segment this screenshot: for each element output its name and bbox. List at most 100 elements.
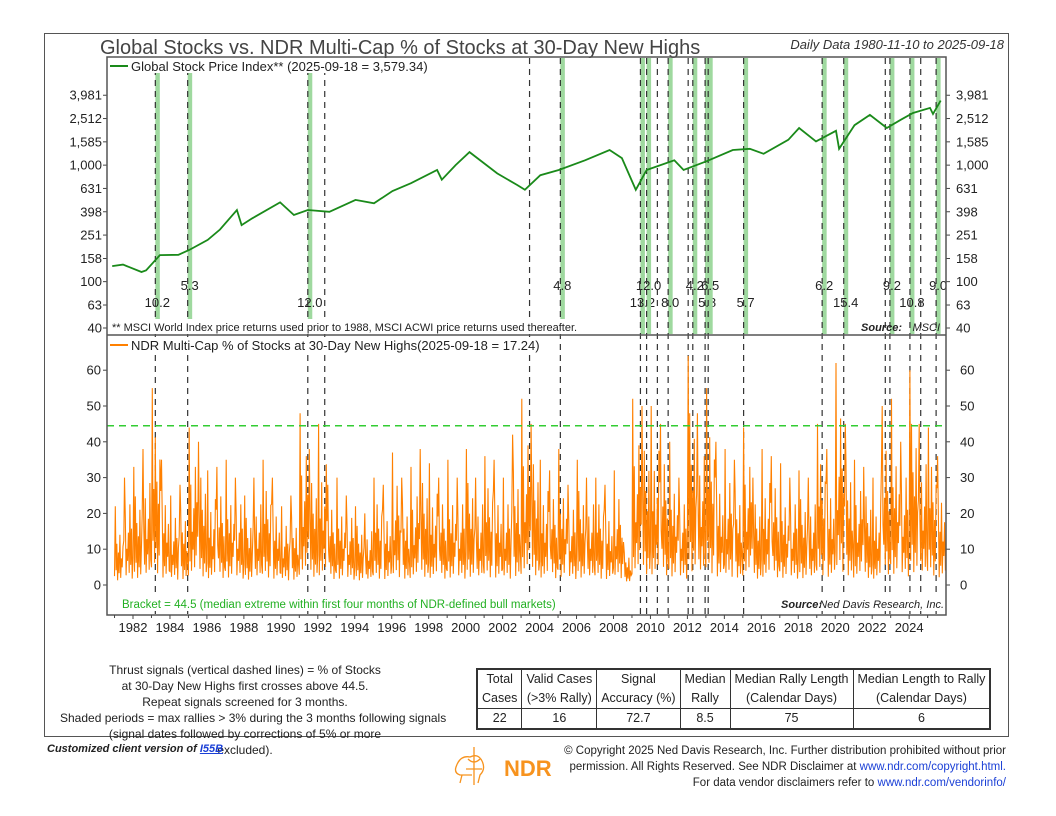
y-tick-label-left: 398 xyxy=(80,204,102,219)
upper-footnote: ** MSCI World Index price returns used p… xyxy=(112,322,577,334)
legend-price: Global Stock Price Index** (2025-09-18 =… xyxy=(131,59,428,74)
y-tick-label-left: 2,512 xyxy=(69,111,102,126)
y-tick-label-right: 20 xyxy=(960,506,974,521)
header-cell: Total xyxy=(476,668,523,689)
upper-source: MSCI xyxy=(913,322,941,334)
y-tick-label-left: 10 xyxy=(87,542,101,557)
rally-shade xyxy=(822,58,827,334)
x-tick-label: 2002 xyxy=(488,620,517,635)
x-tick-label: 2006 xyxy=(562,620,591,635)
y-tick-label-right: 60 xyxy=(960,363,974,378)
y-tick-label-right: 2,512 xyxy=(956,111,989,126)
x-tick-label: 2004 xyxy=(525,620,554,635)
y-tick-label-left: 1,000 xyxy=(69,158,102,173)
y-tick-label-right: 0 xyxy=(960,578,967,593)
note-line: Repeat signals screened for 3 months. xyxy=(142,695,348,709)
header-cell: Median Rally Length xyxy=(729,668,854,689)
note-line: (signal dates followed by corrections of… xyxy=(108,727,382,757)
x-tick-label: 2000 xyxy=(451,620,480,635)
vendor-link[interactable]: www.ndr.com/vendorinfo/ xyxy=(877,777,1006,789)
rally-label: 5.3 xyxy=(181,278,199,293)
x-tick-label: 2016 xyxy=(747,620,776,635)
x-tick-label: 2022 xyxy=(858,620,887,635)
lower-source: Ned Davis Research, Inc. xyxy=(819,599,944,611)
x-tick-label: 1986 xyxy=(192,620,221,635)
header-cell: (Calendar Days) xyxy=(729,689,854,709)
chart-frame xyxy=(44,33,1009,737)
y-tick-label-right: 30 xyxy=(960,470,974,485)
y-tick-label-left: 40 xyxy=(87,434,101,449)
logo-text: NDR xyxy=(504,756,552,781)
rally-label: 10.2 xyxy=(145,295,170,310)
y-tick-label-right: 251 xyxy=(956,228,978,243)
rally-label: 13.2 xyxy=(630,295,655,310)
note-line: at 30-Day New Highs first crosses above … xyxy=(121,679,369,693)
legend-bg xyxy=(129,58,429,73)
y-tick-label-right: 631 xyxy=(956,181,978,196)
x-tick-label: 2010 xyxy=(636,620,665,635)
client-link[interactable]: I55B xyxy=(199,743,224,755)
copyright-line: permission. All Rights Reserved. See NDR… xyxy=(569,761,857,773)
rally-label: 6.5 xyxy=(701,278,719,293)
rally-shade xyxy=(668,58,673,334)
rally-label: 9.2 xyxy=(883,278,901,293)
y-tick-label-right: 158 xyxy=(956,251,978,266)
copyright-link[interactable]: www.ndr.com/copyright.html. xyxy=(859,761,1006,773)
rally-shade xyxy=(640,58,645,334)
y-tick-label-left: 0 xyxy=(94,578,101,593)
ndr-logo: NDR xyxy=(454,747,552,785)
header-cell: (Calendar Days) xyxy=(852,689,991,709)
date-range: Daily Data 1980-11-10 to 2025-09-18 xyxy=(790,37,1004,52)
x-axis: 1982 1984 1986 1988 1990 1992 1994 1996 1998 2000… xyxy=(114,615,929,635)
copyright-line: © Copyright 2025 Ned Davis Research, Inc… xyxy=(564,745,1006,757)
lower-panel: 0 0 10 10 20 20 30 30 40 40 50 50 60 60 xyxy=(87,355,974,593)
median-rally: 8.5 xyxy=(679,708,731,730)
rally-label: 15.4 xyxy=(833,295,858,310)
rally-shade xyxy=(187,58,193,334)
y-tick-label-left: 100 xyxy=(80,274,102,289)
note-line: Thrust signals (vertical dashed lines) =… xyxy=(109,663,381,677)
y-tick-label-left: 50 xyxy=(87,399,101,414)
rally-label: 8.0 xyxy=(661,295,679,310)
rally-shade xyxy=(743,58,749,334)
copyright-block: © Copyright 2025 Ned Davis Research, Inc… xyxy=(564,743,1006,791)
header-cell: Rally xyxy=(679,689,731,709)
header-cell: Accuracy (%) xyxy=(596,689,681,709)
upper-source-label: Source: xyxy=(861,322,902,334)
rally-label: 5.8 xyxy=(698,295,716,310)
rally-shade xyxy=(560,58,565,334)
rally-label: 4.2 xyxy=(686,278,704,293)
header-cell: Valid Cases xyxy=(521,668,598,689)
signal-accuracy: 72.7 xyxy=(596,708,681,730)
table-row: 22 16 72.7 8.5 75 6 xyxy=(476,708,991,730)
upper-panel: 40 40 63 63 100 100 158 158 251 251 398 398 631 631 1,… xyxy=(69,88,988,336)
x-tick-label: 1994 xyxy=(340,620,369,635)
y-tick-label-right: 63 xyxy=(956,298,970,313)
y-tick-label-right: 1,585 xyxy=(956,134,989,149)
plot-border xyxy=(106,56,947,616)
legend-newhighs: NDR Multi-Cap % of Stocks at 30-Day New … xyxy=(131,338,540,353)
rally-label: 4.8 xyxy=(553,278,571,293)
header-cell: Signal xyxy=(596,668,681,689)
y-tick-label-right: 1,000 xyxy=(956,158,989,173)
footnote-bg xyxy=(108,319,588,334)
y-tick-label-right: 40 xyxy=(956,321,970,336)
valid-cases: 16 xyxy=(521,708,598,730)
header-cell: Cases xyxy=(476,689,523,709)
x-tick-label: 1990 xyxy=(266,620,295,635)
note-line: Shaded periods = max rallies > 3% during… xyxy=(60,711,447,725)
rally-shade xyxy=(843,58,849,334)
x-tick-label: 1988 xyxy=(229,620,258,635)
lower-source-bg xyxy=(778,596,944,611)
stats-table: Total Valid Cases Signal Median Median R… xyxy=(476,668,992,730)
median-rally-length: 75 xyxy=(729,708,854,730)
copyright-line: For data vendor disclaimers refer to xyxy=(692,777,875,789)
rally-label: 5.7 xyxy=(737,295,755,310)
header-cell: Median xyxy=(679,668,731,689)
rally-label: 12.0 xyxy=(636,278,661,293)
rally-shade xyxy=(889,58,895,334)
x-tick-label: 1982 xyxy=(119,620,148,635)
client-version: Customized client version of I55B xyxy=(47,743,223,755)
rally-shade xyxy=(705,58,710,334)
